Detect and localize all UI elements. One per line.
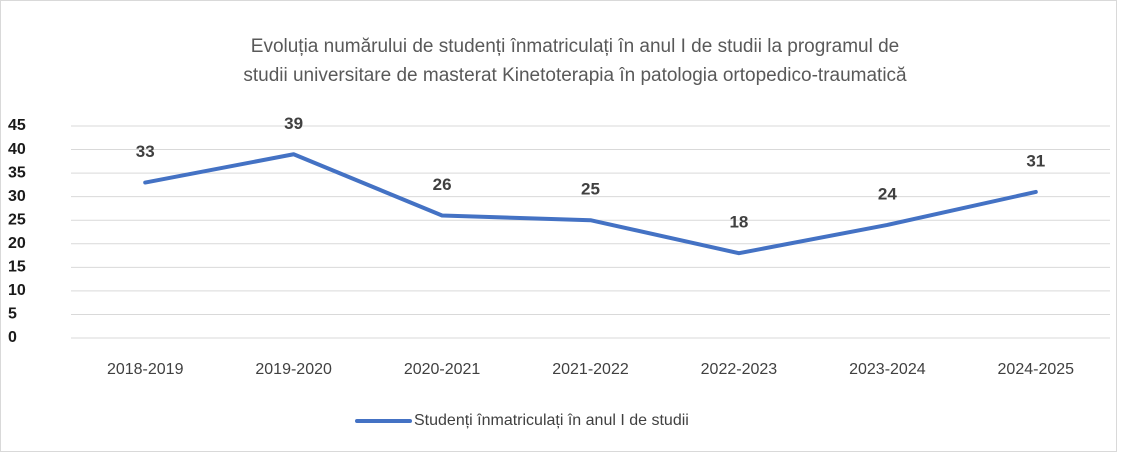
data-label: 18 — [729, 213, 748, 232]
y-tick-label: 40 — [8, 141, 26, 158]
y-tick-label: 35 — [8, 164, 26, 181]
data-label: 24 — [878, 184, 897, 203]
data-label: 39 — [284, 114, 303, 133]
x-tick-label: 2019-2020 — [255, 361, 332, 378]
x-tick-label: 2022-2023 — [701, 361, 778, 378]
data-label: 26 — [433, 175, 452, 194]
chart-title: studii universitare de masterat Kinetote… — [243, 65, 907, 86]
data-label: 33 — [136, 142, 155, 161]
x-tick-label: 2021-2022 — [552, 361, 629, 378]
y-tick-label: 30 — [8, 188, 26, 205]
y-tick-label: 25 — [8, 211, 26, 228]
y-tick-label: 15 — [8, 259, 26, 276]
y-tick-label: 5 — [8, 306, 17, 323]
y-tick-label: 0 — [8, 329, 17, 346]
y-tick-label: 10 — [8, 282, 26, 299]
legend-label: Studenți înmatriculați în anul I de stud… — [414, 412, 689, 429]
data-label: 31 — [1026, 151, 1045, 170]
y-tick-label: 45 — [8, 117, 26, 134]
x-tick-label: 2024-2025 — [998, 361, 1075, 378]
y-tick-label: 20 — [8, 235, 26, 252]
x-tick-label: 2018-2019 — [107, 361, 184, 378]
x-tick-label: 2023-2024 — [849, 361, 926, 378]
x-tick-label: 2020-2021 — [404, 361, 481, 378]
data-label: 25 — [581, 180, 600, 199]
chart-title: Evoluția numărului de studenți înmatricu… — [251, 36, 899, 57]
series-line — [143, 152, 1038, 256]
